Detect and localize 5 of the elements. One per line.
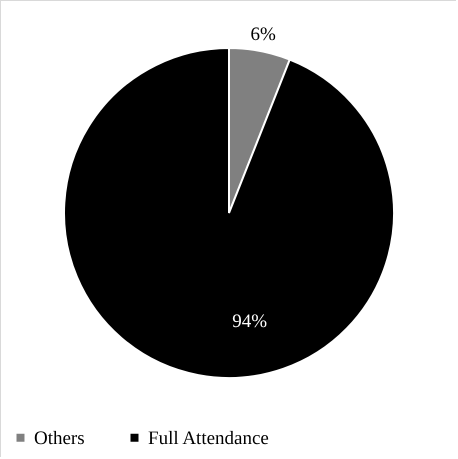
legend-label: Full Attendance <box>148 428 269 449</box>
data-label: 6% <box>250 24 276 46</box>
legend-label: Others <box>34 428 85 449</box>
data-label: 94% <box>232 311 268 332</box>
pie-slice <box>63 47 395 379</box>
